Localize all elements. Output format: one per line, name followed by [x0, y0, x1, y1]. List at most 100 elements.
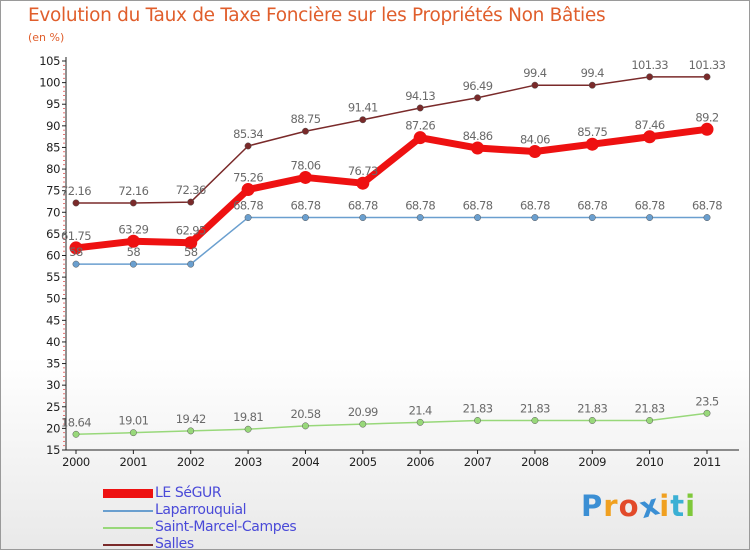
- data-point: [359, 214, 367, 222]
- data-label: 68.78: [463, 199, 493, 213]
- data-point: [528, 145, 542, 159]
- y-tick-label: 45: [46, 313, 60, 327]
- data-point: [588, 81, 596, 89]
- data-point: [416, 418, 424, 426]
- data-point: [416, 104, 424, 112]
- data-point: [474, 214, 481, 222]
- y-tick-label: 80: [46, 162, 60, 176]
- y-tick-label: 55: [46, 270, 60, 284]
- y-tick-label: 85: [46, 140, 60, 154]
- data-label: 85.75: [577, 125, 607, 139]
- legend-label: Laparrouquial: [155, 502, 247, 518]
- data-label: 99.4: [581, 66, 604, 80]
- data-point: [69, 241, 83, 255]
- data-label: 62.95: [176, 224, 206, 238]
- data-label: 18.64: [61, 415, 91, 429]
- data-label: 68.78: [520, 199, 550, 213]
- data-label: 68.78: [635, 199, 665, 213]
- x-tick-label: 2011: [693, 455, 721, 469]
- data-point: [129, 199, 137, 207]
- data-point: [72, 199, 80, 207]
- data-label: 72.36: [176, 183, 206, 197]
- legend-label: LE SéGUR: [155, 485, 222, 501]
- x-tick-label: 2008: [521, 455, 549, 469]
- y-tick-label: 75: [46, 184, 60, 198]
- data-label: 68.78: [233, 199, 263, 213]
- data-label: 68.78: [405, 199, 435, 213]
- data-point: [703, 409, 711, 417]
- data-label: 21.83: [520, 401, 550, 415]
- y-tick-label: 70: [46, 205, 60, 219]
- data-label: 85.34: [233, 127, 263, 141]
- series-line-3: [75, 76, 708, 204]
- x-tick-label: 2010: [636, 455, 664, 469]
- data-point: [302, 422, 309, 430]
- x-tick-label: 2009: [578, 455, 606, 469]
- y-tick-label: 65: [46, 227, 60, 241]
- data-point: [703, 73, 711, 81]
- data-point: [643, 130, 657, 144]
- data-label: 58: [127, 245, 141, 259]
- data-point: [474, 94, 481, 102]
- logo-letter: t: [670, 489, 686, 523]
- data-label: 68.78: [577, 199, 607, 213]
- data-label: 63.29: [118, 222, 148, 236]
- x-tick-label: 2002: [177, 455, 205, 469]
- y-tick-label: 25: [46, 400, 60, 414]
- data-label: 101.33: [689, 58, 726, 72]
- y-tick-label: 40: [46, 335, 60, 349]
- data-label: 91.41: [348, 101, 378, 115]
- data-label: 72.16: [61, 184, 91, 198]
- data-label: 19.42: [176, 412, 206, 426]
- data-point: [72, 260, 80, 268]
- logo-letter: P: [581, 489, 604, 523]
- data-label: 88.75: [290, 112, 320, 126]
- data-label: 78.06: [290, 158, 320, 172]
- data-point: [241, 183, 255, 197]
- data-point: [588, 214, 596, 222]
- series-line-2: [75, 412, 708, 436]
- data-label: 87.46: [635, 118, 665, 132]
- data-label: 21.4: [409, 403, 432, 417]
- data-label: 72.16: [118, 184, 148, 198]
- data-label: 101.33: [631, 58, 668, 72]
- data-label: 58: [69, 245, 83, 259]
- data-point: [129, 429, 137, 437]
- x-tick-label: 2000: [62, 455, 90, 469]
- x-tick-label: 2006: [406, 455, 434, 469]
- y-tick-label: 50: [46, 292, 60, 306]
- data-point: [244, 425, 252, 433]
- data-point: [244, 214, 252, 222]
- data-point: [585, 137, 599, 151]
- y-tick-label: 105: [39, 54, 60, 68]
- legend-swatch: [103, 489, 153, 498]
- data-label: 58: [184, 245, 198, 259]
- data-point: [244, 142, 252, 150]
- data-point: [72, 430, 80, 438]
- y-tick-label: 100: [39, 76, 60, 90]
- data-point: [646, 417, 654, 424]
- legend-label: Salles: [155, 536, 194, 552]
- data-label: 68.78: [348, 199, 378, 213]
- data-label: 89.2: [695, 110, 718, 124]
- y-tick-label: 90: [46, 119, 60, 133]
- x-tick-label: 2007: [464, 455, 492, 469]
- data-point: [588, 417, 596, 424]
- data-label: 23.5: [695, 394, 718, 408]
- data-point: [359, 116, 367, 124]
- data-point: [298, 170, 312, 184]
- data-point: [187, 198, 195, 206]
- data-point: [646, 73, 654, 81]
- x-tick-label: 2004: [292, 455, 320, 469]
- logo-letter: r: [603, 489, 619, 523]
- data-point: [187, 260, 195, 268]
- data-point: [700, 122, 714, 136]
- page-title: Evolution du Taux de Taxe Foncière sur l…: [28, 5, 606, 26]
- y-tick-label: 35: [46, 357, 60, 371]
- y-tick-label: 20: [46, 421, 60, 435]
- data-point: [187, 427, 195, 435]
- data-point: [356, 176, 370, 190]
- data-label: 21.83: [577, 401, 607, 415]
- data-label: 61.75: [61, 229, 91, 243]
